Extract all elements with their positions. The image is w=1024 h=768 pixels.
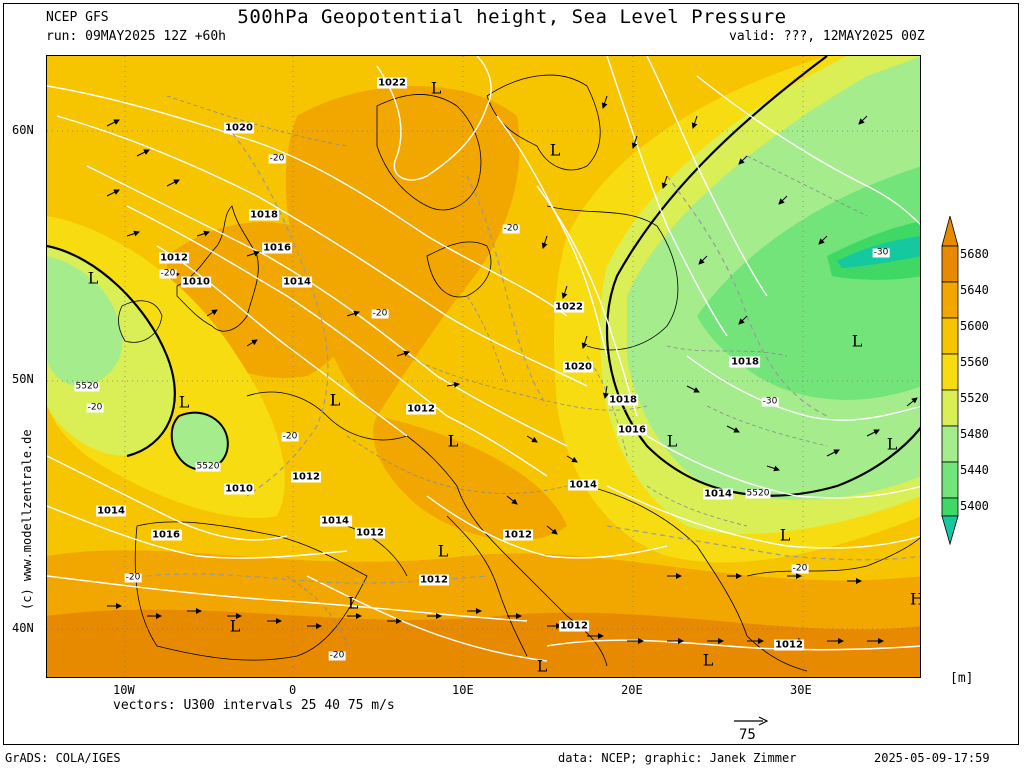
temp-label: -20	[371, 308, 389, 319]
model-label: NCEP GFS	[46, 10, 109, 25]
valid-label: valid: ???, 12MAY2025 00Z	[729, 29, 925, 44]
trough-east-5440	[697, 166, 920, 400]
vectors-note: vectors: U300 intervals 25 40 75 m/s	[113, 698, 395, 713]
isobar-label: 1022	[377, 77, 407, 89]
vector-scale-arrow	[734, 716, 769, 726]
latlon-grid	[47, 56, 920, 677]
low-center: L	[329, 390, 341, 410]
isobar-label: 1012	[503, 529, 533, 541]
isobar-label: 1014	[320, 515, 350, 527]
height-label: 5520	[195, 461, 221, 472]
legend-level: 5640	[960, 283, 989, 297]
height-label: 5520	[745, 488, 771, 499]
temp-label: -20	[86, 402, 104, 413]
low-center: L	[87, 268, 99, 288]
isobar-label: 1014	[96, 505, 126, 517]
isobar-label: 1014	[282, 276, 312, 288]
height-label: 5520	[74, 381, 100, 392]
isobar-label: 1010	[181, 276, 211, 288]
lat-label-50n: 50N	[12, 372, 34, 386]
footer-grads: GrADS: COLA/IGES	[5, 751, 121, 765]
legend-level: 5440	[960, 463, 989, 477]
isobar-label: 1022	[554, 301, 584, 313]
isobar-label: 1016	[617, 424, 647, 436]
color-legend-bar	[941, 216, 959, 546]
legend-level: 5520	[960, 391, 989, 405]
low-center: L	[666, 431, 678, 451]
isobar-label: 1018	[608, 394, 638, 406]
isobar-label: 1014	[703, 488, 733, 500]
temp-label: -30	[872, 247, 890, 258]
run-label: run: 09MAY2025 12Z +60h	[46, 29, 227, 44]
low-center: L	[447, 431, 459, 451]
isobar-label: 1012	[291, 471, 321, 483]
low-center: L	[347, 593, 359, 613]
isobar-label: 1012	[774, 639, 804, 651]
isobar-label: 1018	[730, 356, 760, 368]
isobars	[47, 56, 920, 662]
cutoff-low-5480	[172, 413, 228, 470]
isobar-label: 1012	[419, 574, 449, 586]
low-center: L	[437, 541, 449, 561]
isobar-label: 1012	[406, 403, 436, 415]
isobar-label: 1016	[262, 242, 292, 254]
temp-label: -20	[791, 563, 809, 574]
legend-level: 5400	[960, 499, 989, 513]
lon-label-0: 0	[289, 683, 297, 697]
isobar-label: 1020	[563, 361, 593, 373]
legend-level: 5600	[960, 319, 989, 333]
isobar-label: 1020	[224, 122, 254, 134]
isobar-label: 1012	[355, 527, 385, 539]
low-center: L	[851, 331, 863, 351]
temp-label: -20	[268, 153, 286, 164]
credit-vertical: (c) www.modellzentrale.de	[20, 429, 34, 610]
isobar-label: 1018	[249, 209, 279, 221]
isobar-label: 1010	[224, 483, 254, 495]
isobar-label: 1012	[559, 620, 589, 632]
high-center: H	[910, 590, 920, 609]
low-center: L	[229, 616, 241, 636]
low-center: L	[886, 434, 898, 454]
low-center: L	[447, 431, 459, 451]
lon-label-10w: 10W	[113, 683, 135, 697]
temp-label: -20	[328, 650, 346, 661]
temp-label: -20	[159, 268, 177, 279]
map-fields	[47, 56, 920, 677]
low-center: L	[178, 392, 190, 412]
isobar-label: 1016	[151, 529, 181, 541]
map-title: 500hPa Geopotential height, Sea Level Pr…	[237, 6, 787, 28]
lon-label-30e: 30E	[790, 683, 812, 697]
height-contour-west	[47, 244, 176, 458]
legend-unit: [m]	[950, 671, 974, 686]
isobar-label: 1014	[568, 479, 598, 491]
temp-label: -30	[761, 396, 779, 407]
vector-scale-value: 75	[739, 727, 756, 743]
ridge-fill-central	[373, 416, 567, 541]
footer-credit: data: NCEP; graphic: Janek Zimmer	[558, 751, 797, 765]
lat-label-60n: 60N	[12, 123, 34, 137]
low-center: L	[536, 656, 548, 676]
trough-west-5480	[47, 256, 123, 386]
lat-label-40n: 40N	[12, 621, 34, 635]
weather-map: 1022 1020 1018 1016 1014 1012 1010 1012 …	[46, 55, 921, 678]
temp-label: -20	[281, 431, 299, 442]
temp-label: -20	[124, 572, 142, 583]
legend-level: 5480	[960, 427, 989, 441]
low-center: L	[779, 525, 791, 545]
low-center: L	[430, 78, 442, 98]
height-contour-east	[605, 56, 920, 497]
figure-frame	[3, 3, 1019, 745]
footer-timestamp: 2025-05-09-17:59	[874, 751, 990, 765]
legend-level: 5560	[960, 355, 989, 369]
low-center: L	[702, 650, 714, 670]
temp-contours	[146, 125, 920, 584]
temp-label: -20	[502, 223, 520, 234]
low-center: L	[329, 390, 341, 410]
lon-label-10e: 10E	[452, 683, 474, 697]
isobar-label: 1012	[159, 252, 189, 264]
legend-level: 5680	[960, 247, 989, 261]
lon-label-20e: 20E	[621, 683, 643, 697]
low-center: L	[549, 140, 561, 160]
